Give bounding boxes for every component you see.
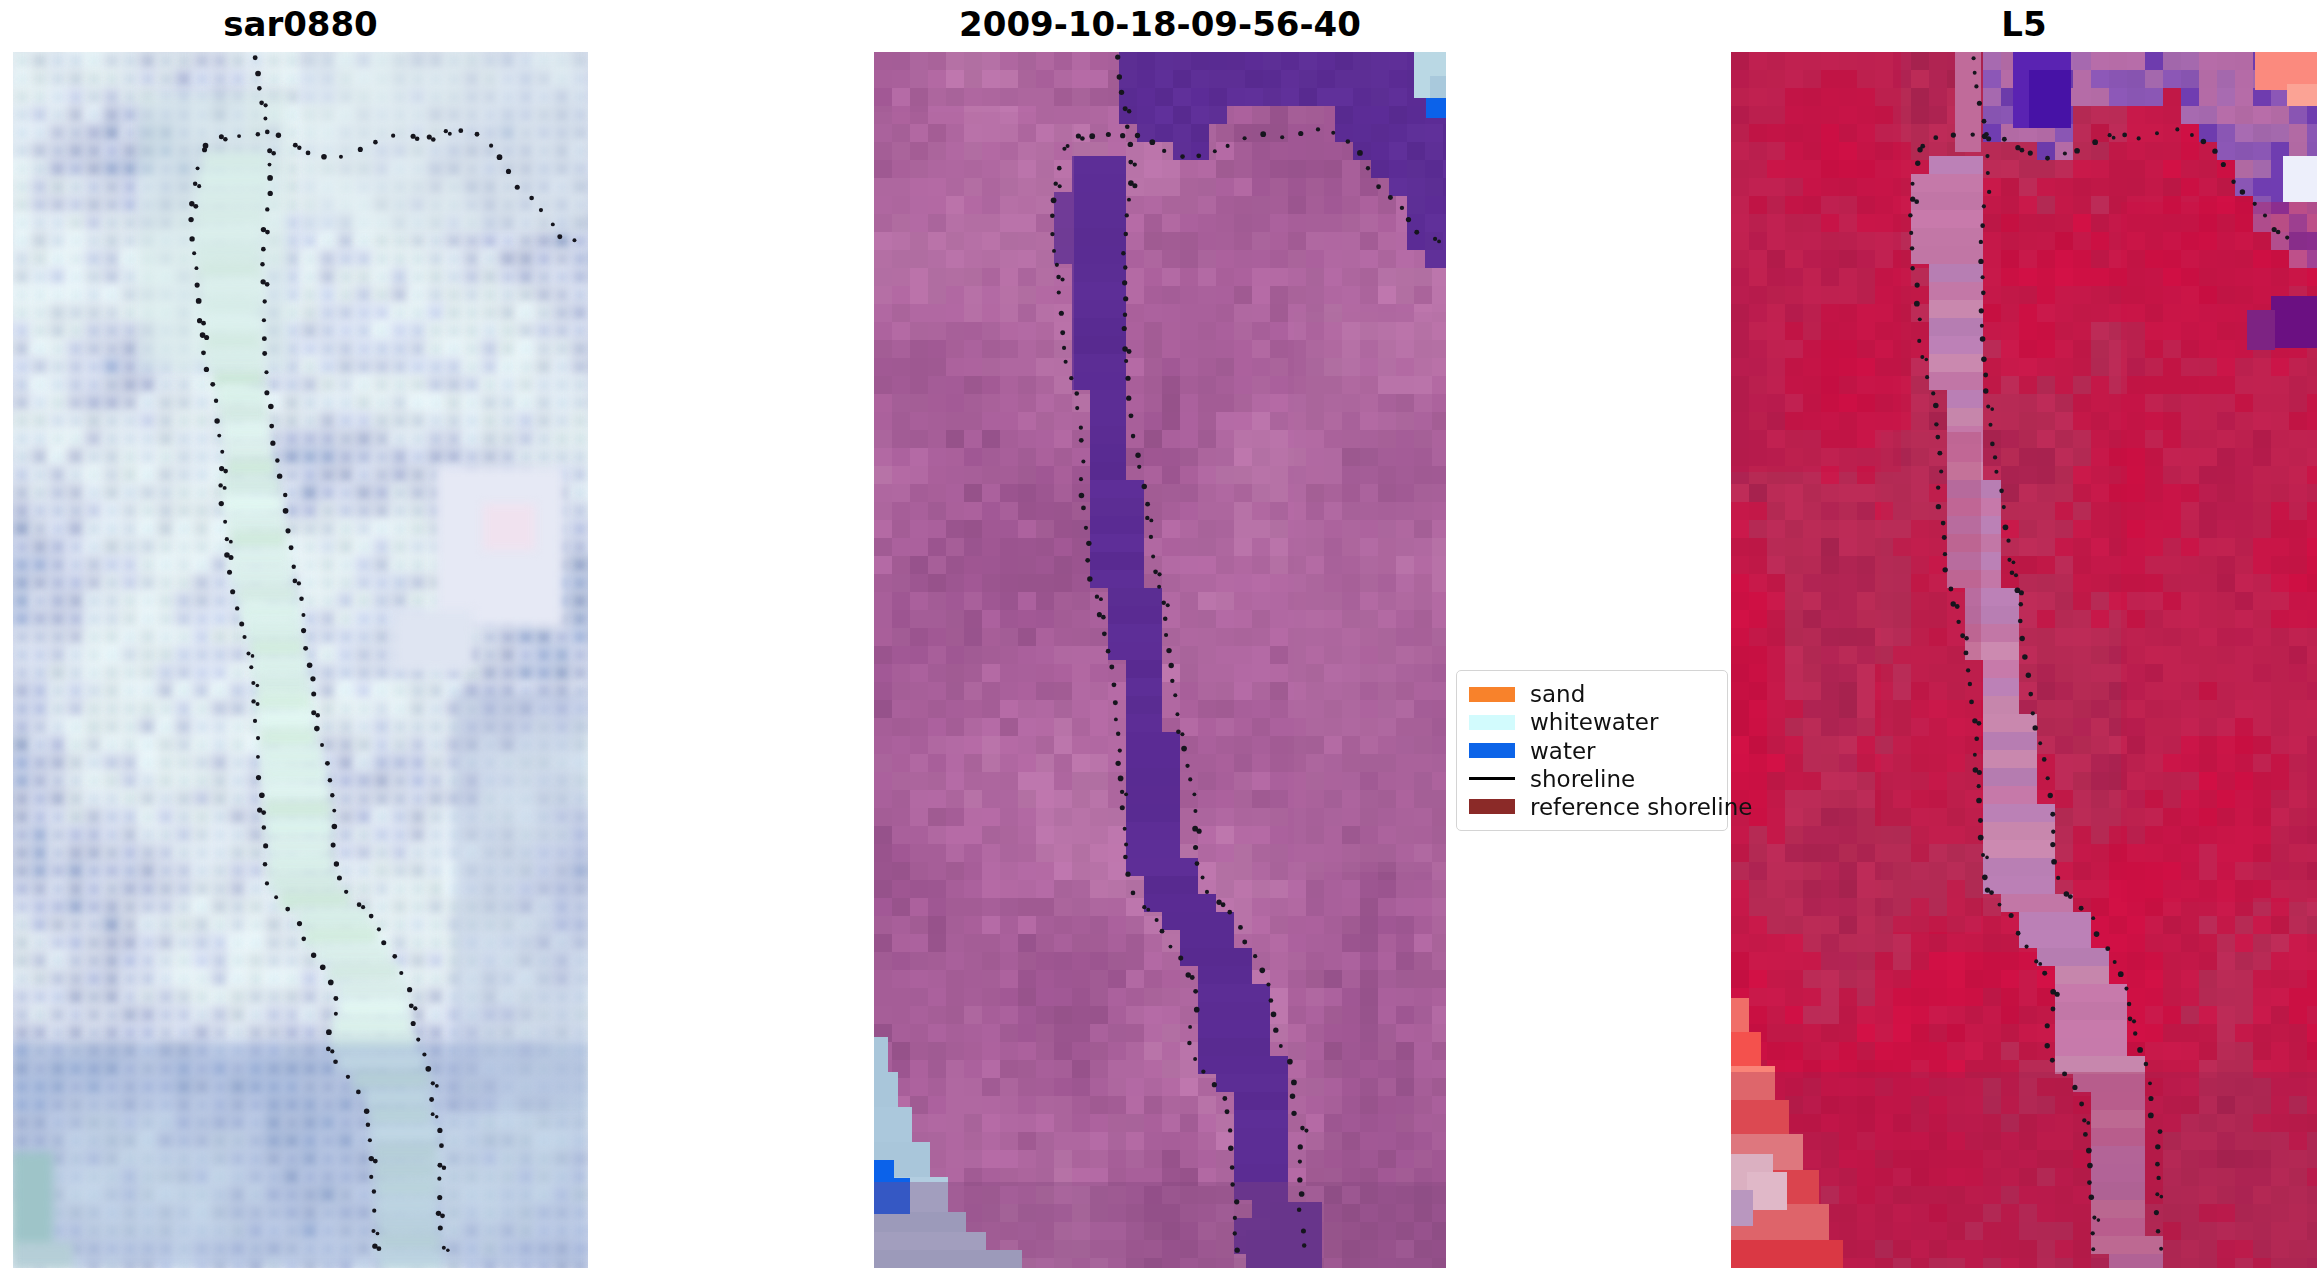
water-swatch-icon bbox=[1469, 743, 1515, 758]
panel-classified-2009-10-18: 2009-10-18-09-56-40 bbox=[874, 0, 1446, 1268]
sand-swatch-icon bbox=[1469, 687, 1515, 702]
legend-label-shoreline: shoreline bbox=[1530, 766, 1635, 792]
shoreline-line-icon bbox=[1469, 777, 1515, 780]
legend-item-reference-shoreline: reference shoreline bbox=[1469, 793, 1715, 821]
panel-sar0880: sar0880 bbox=[13, 0, 588, 1268]
legend-label-reference-shoreline: reference shoreline bbox=[1530, 794, 1752, 820]
legend-item-shoreline: shoreline bbox=[1469, 765, 1715, 793]
legend-label-sand: sand bbox=[1530, 681, 1585, 707]
legend-label-whitewater: whitewater bbox=[1530, 709, 1658, 735]
panel-title-classified: 2009-10-18-09-56-40 bbox=[874, 2, 1446, 46]
classified-image-canvas bbox=[874, 52, 1446, 1268]
whitewater-swatch-icon bbox=[1469, 715, 1515, 730]
panel-title-l5: L5 bbox=[1731, 2, 2317, 46]
reference-shoreline-swatch-icon bbox=[1469, 799, 1515, 814]
panel-title-sar0880: sar0880 bbox=[13, 2, 588, 46]
sar-image-canvas bbox=[13, 52, 588, 1268]
legend-item-sand: sand bbox=[1469, 680, 1715, 708]
legend-item-whitewater: whitewater bbox=[1469, 708, 1715, 736]
legend: sand whitewater water shoreline referenc… bbox=[1456, 670, 1728, 831]
legend-label-water: water bbox=[1530, 738, 1596, 764]
legend-item-water: water bbox=[1469, 736, 1715, 764]
figure: sar0880 2009-10-18-09-56-40 L5 sand whit… bbox=[0, 0, 2317, 1283]
l5-image-canvas bbox=[1731, 52, 2317, 1268]
panel-l5: L5 bbox=[1731, 0, 2317, 1268]
